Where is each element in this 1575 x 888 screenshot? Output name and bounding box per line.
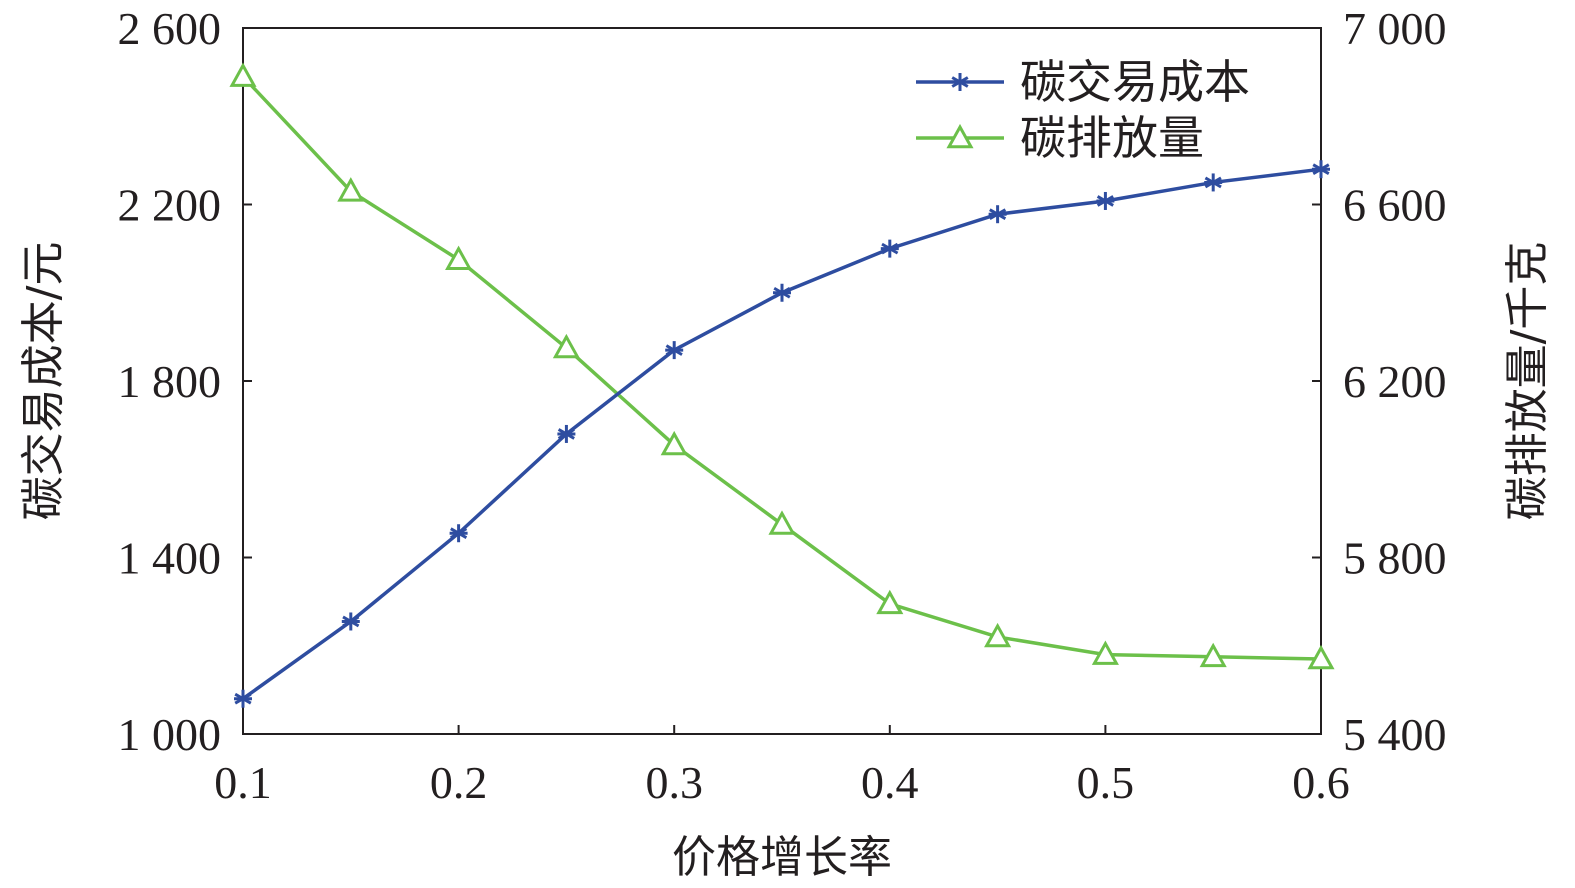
- left-y-tick-label: 1 000: [118, 709, 222, 760]
- data-point: [773, 283, 791, 302]
- legend-label: 碳排放量: [1020, 111, 1204, 165]
- left-y-tick-label: 2 200: [118, 180, 222, 231]
- data-point: [449, 524, 468, 543]
- left-y-tick-label: 2 600: [118, 3, 222, 54]
- series-line: [241, 167, 1322, 701]
- data-point: [880, 239, 899, 258]
- data-point: [1096, 191, 1115, 210]
- data-point: [876, 589, 904, 615]
- x-axis-title: 价格增长率: [672, 832, 892, 883]
- x-tick-label: 0.2: [430, 757, 488, 808]
- data-point: [337, 177, 365, 202]
- data-point: [665, 341, 684, 360]
- right-y-tick-label: 6 600: [1343, 180, 1447, 231]
- legend-marker: [946, 123, 974, 149]
- legend-marker: [951, 73, 969, 91]
- x-tick-label: 0.3: [645, 757, 703, 808]
- right-y-tick-label: 7 000: [1343, 3, 1447, 54]
- data-point: [229, 62, 257, 87]
- left-y-axis-title: 碳交易成本/元: [18, 242, 69, 521]
- data-point: [341, 612, 360, 631]
- data-point: [445, 245, 473, 270]
- data-point: [1312, 160, 1330, 179]
- data-point: [660, 430, 688, 456]
- x-tick-label: 0.5: [1077, 757, 1135, 808]
- data-point: [234, 689, 252, 708]
- x-tick-label: 0.1: [214, 757, 272, 808]
- legend-label: 碳交易成本: [1020, 55, 1250, 109]
- x-tick-label: 0.4: [861, 757, 919, 808]
- data-point: [1091, 640, 1119, 665]
- right-y-tick-label: 5 400: [1343, 709, 1447, 760]
- data-point: [557, 424, 576, 443]
- right-y-axis-title: 碳排放量/千克: [1502, 242, 1553, 521]
- x-tick-label: 0.6: [1292, 757, 1350, 808]
- left-y-tick-label: 1 800: [118, 356, 222, 407]
- data-point: [984, 622, 1012, 648]
- right-y-tick-label: 5 800: [1343, 533, 1447, 584]
- data-point: [768, 510, 796, 535]
- series-layer: [229, 62, 1335, 708]
- axis-ticks: [242, 27, 1322, 735]
- left-y-tick-label: 1 400: [118, 533, 222, 584]
- data-point: [1199, 642, 1227, 668]
- data-point: [552, 333, 580, 359]
- axis-tick-labels: 0.1 0.2 0.3 0.4 0.5 0.6 1 000 1 400 1 800 2 200 2 …: [118, 3, 1447, 808]
- data-point: [1307, 644, 1335, 670]
- right-y-tick-label: 6 200: [1343, 356, 1447, 407]
- data-point: [988, 205, 1007, 224]
- data-point: [1204, 173, 1223, 192]
